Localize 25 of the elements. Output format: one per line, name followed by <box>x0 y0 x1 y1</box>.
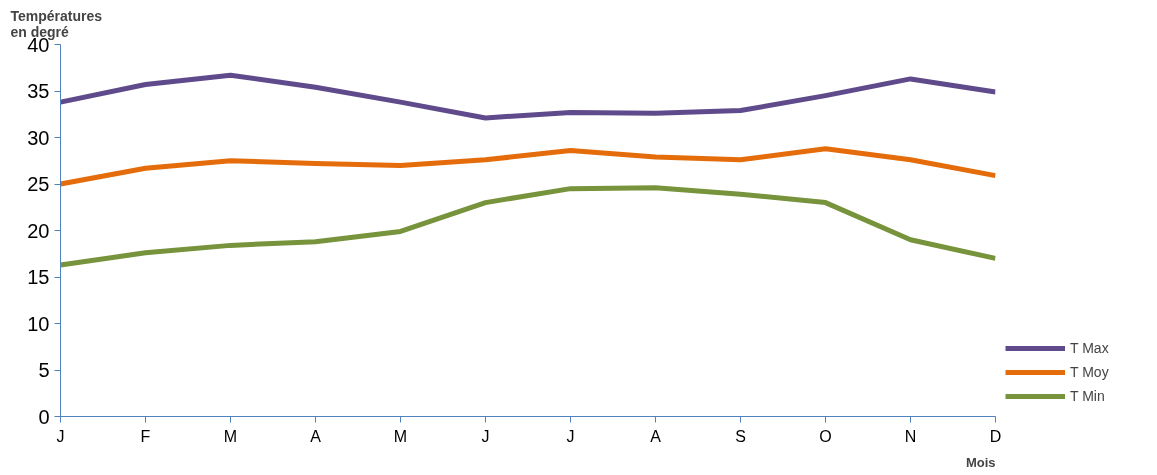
x-tick-label: O <box>819 427 832 445</box>
y-axis-title: Températures en degré <box>10 7 103 40</box>
legend-label: T Moy <box>1070 364 1109 380</box>
legend-label: T Max <box>1070 340 1109 356</box>
x-tick-label: D <box>989 427 1002 445</box>
x-tick-label: N <box>904 427 917 445</box>
x-tick-label: M <box>393 427 408 445</box>
y-tick-label: 5 <box>38 359 50 381</box>
x-tick-label: F <box>140 427 151 445</box>
legend-label: T Min <box>1070 388 1105 404</box>
x-tick-label: J <box>481 427 490 445</box>
y-tick-label: 25 <box>27 173 50 195</box>
x-tick-label: J <box>566 427 575 445</box>
y-tick-label: 0 <box>38 405 50 428</box>
y-tick-label: 35 <box>27 80 50 102</box>
y-tick-label: 20 <box>27 219 50 242</box>
x-axis-title: Mois <box>965 454 996 470</box>
y-tick-label: 15 <box>27 266 50 288</box>
y-tick-label: 10 <box>27 312 50 335</box>
x-tick-label: J <box>56 427 65 445</box>
x-tick-label: M <box>223 427 238 445</box>
x-tick-label: A <box>310 427 322 445</box>
y-tick-label: 30 <box>27 126 50 149</box>
x-tick-label: A <box>650 427 662 445</box>
x-tick-label: S <box>735 427 746 445</box>
